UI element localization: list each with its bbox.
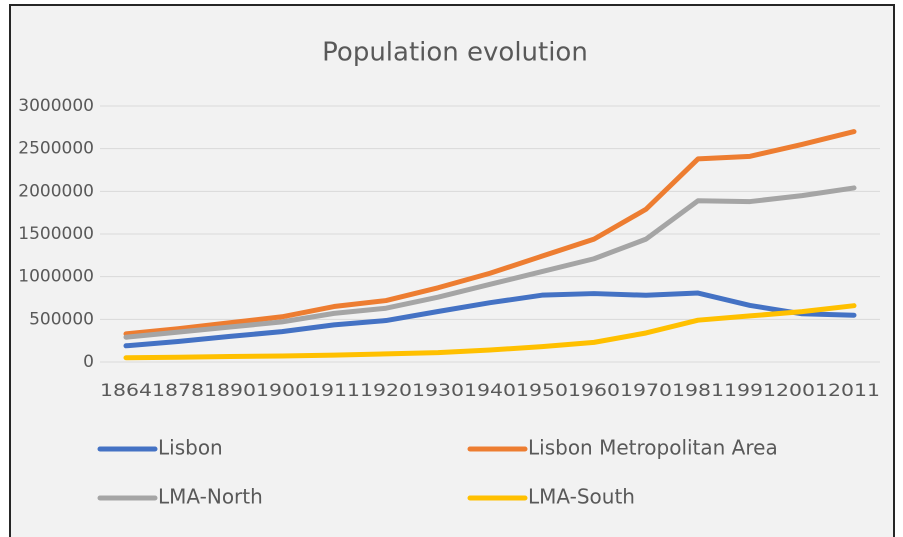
y-tick-label: 500000	[29, 309, 94, 329]
y-tick-label: 2500000	[18, 139, 94, 159]
x-tick-label: 1970	[620, 381, 672, 401]
series-line	[123, 290, 857, 349]
x-tick-label: 1960	[568, 381, 620, 401]
legend-label: Lisbon Metropolitan Area	[528, 436, 778, 460]
y-tick-label: 0	[83, 352, 94, 372]
legend-label: Lisbon	[158, 436, 223, 460]
x-tick-label: 1930	[412, 381, 464, 401]
legend-label: LMA-North	[158, 485, 263, 509]
legend-label: LMA-South	[528, 485, 635, 509]
series-line	[123, 185, 857, 340]
x-tick-label: 1900	[256, 381, 308, 401]
y-tick-label: 1500000	[18, 224, 94, 244]
x-tick-label: 1950	[516, 381, 568, 401]
chart-title: Population evolution	[322, 38, 588, 68]
series-line	[123, 303, 857, 361]
x-tick-label: 1864	[100, 381, 152, 401]
x-tick-label: 1940	[464, 381, 516, 401]
x-tick-label: 1981	[672, 381, 724, 401]
series-line	[123, 129, 857, 337]
y-tick-label: 2000000	[18, 181, 94, 201]
x-tick-label: 1991	[724, 381, 776, 401]
x-tick-label: 1890	[204, 381, 256, 401]
x-tick-label: 2011	[828, 381, 880, 401]
y-tick-label: 1000000	[18, 267, 94, 287]
x-tick-label: 1878	[152, 381, 204, 401]
y-tick-label: 3000000	[18, 96, 94, 116]
x-tick-label: 1920	[360, 381, 412, 401]
x-tick-label: 1911	[308, 381, 360, 401]
x-tick-label: 2001	[776, 381, 828, 401]
